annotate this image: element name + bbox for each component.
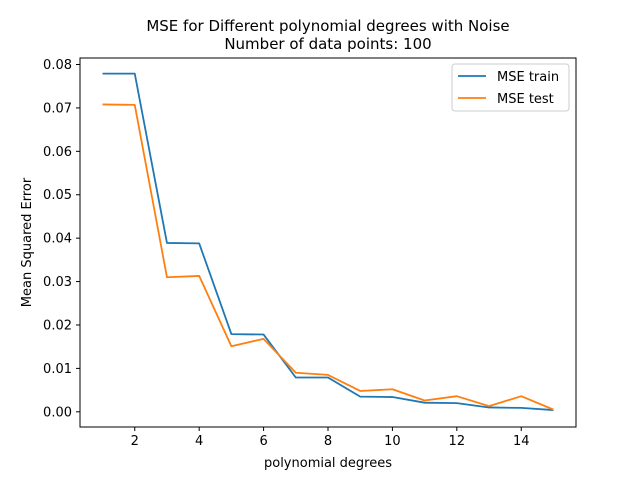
- plot-frame: [79, 57, 577, 428]
- series-line-mse-train: [102, 72, 554, 411]
- y-tick-label: 0.03: [43, 275, 72, 290]
- x-axis-label: polynomial degrees: [264, 456, 392, 471]
- y-tick-label: 0.02: [43, 318, 72, 333]
- plot-lines: [102, 72, 554, 411]
- x-tick-label: 2: [131, 434, 139, 449]
- y-axis: 0.00 0.01 0.02 0.03 0.04 0.05 0.06 0.07 0.08: [43, 58, 80, 420]
- x-tick-label: 4: [195, 434, 203, 449]
- x-tick-label: 12: [449, 434, 466, 449]
- x-tick-label: 6: [259, 434, 267, 449]
- legend-label-mse-train: MSE train: [497, 70, 559, 85]
- y-tick-label: 0.04: [43, 232, 72, 247]
- chart-subtitle: Number of data points: 100: [224, 35, 431, 53]
- y-tick-label: 0.08: [43, 58, 72, 73]
- y-tick-label: 0.00: [43, 405, 72, 420]
- legend: MSE train MSE test: [451, 63, 570, 112]
- y-tick-label: 0.07: [43, 101, 72, 116]
- x-axis: 2 4 6 8 10 12 14: [131, 427, 530, 449]
- y-axis-label: Mean Squared Error: [20, 177, 35, 307]
- y-tick-label: 0.05: [43, 188, 72, 203]
- chart-title: MSE for Different polynomial degrees wit…: [146, 17, 509, 35]
- x-tick-label: 10: [384, 434, 401, 449]
- y-tick-label: 0.06: [43, 145, 72, 160]
- legend-label-mse-test: MSE test: [497, 92, 554, 107]
- x-tick-label: 14: [513, 434, 530, 449]
- y-tick-label: 0.01: [43, 362, 72, 377]
- series-line-mse-test: [102, 103, 554, 411]
- x-tick-label: 8: [324, 434, 332, 449]
